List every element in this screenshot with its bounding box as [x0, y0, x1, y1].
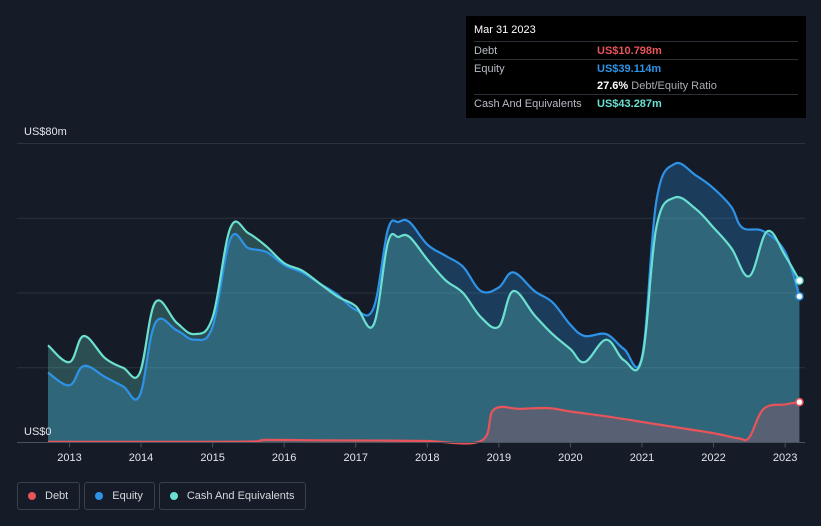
tooltip-label-debt: Debt: [474, 44, 498, 57]
legend-item-debt[interactable]: Debt: [17, 482, 81, 510]
cash-and-equivalents-endpoint[interactable]: [795, 276, 804, 285]
x-tick-label-2014: 2014: [129, 452, 153, 464]
equity-area: [48, 162, 800, 443]
x-tick-label-2018: 2018: [415, 452, 439, 464]
tooltip-date: Mar 31 2023: [474, 24, 536, 36]
y-axis-bottom-label: US$0: [24, 426, 52, 438]
tooltip-row-ratio: 27.6% Debt/Equity Ratio: [474, 77, 798, 94]
series-endpoints: [795, 276, 804, 407]
tooltip-row-debt: Debt US$10.798m: [474, 41, 798, 59]
legend-item-cash[interactable]: Cash And Equivalents: [158, 482, 307, 510]
series-areas: [48, 162, 800, 444]
tooltip-value-ratio: 27.6%: [597, 79, 629, 92]
x-tick-label-2016: 2016: [272, 452, 296, 464]
debt-area: [48, 402, 800, 444]
legend-item-equity[interactable]: Equity: [84, 482, 155, 510]
x-tick-label-2015: 2015: [200, 452, 224, 464]
tooltip-row-cash: Cash And Equivalents US$43.287m: [474, 94, 798, 112]
legend-label-cash: Cash And Equivalents: [186, 490, 295, 502]
tooltip-ratio-caption: Debt/Equity Ratio: [628, 79, 717, 92]
tooltip-label-cash: Cash And Equivalents: [474, 97, 582, 110]
tooltip-value-cash: US$43.287m: [597, 97, 662, 110]
x-tick-label-2021: 2021: [630, 452, 654, 464]
equity-endpoint[interactable]: [795, 292, 804, 301]
x-tick-label-2023: 2023: [773, 452, 797, 464]
cash-and-equivalents-line: [47, 195, 801, 379]
x-axis-ticks: 2013 2014 2015 2016 2017 2018 2019 2020 2021 2022…: [57, 442, 797, 464]
cash-and-equivalents-area: [48, 196, 800, 443]
tooltip-value-debt: US$10.798m: [597, 44, 662, 57]
legend-label-equity: Equity: [112, 490, 143, 502]
equity-line: [47, 161, 801, 401]
debt-dot-icon: [28, 492, 36, 500]
debt-endpoint[interactable]: [795, 397, 804, 407]
x-tick-label-2020: 2020: [558, 452, 582, 464]
tooltip-panel: Mar 31 2023 Debt US$10.798m Equity US$39…: [466, 16, 806, 118]
tooltip-label-equity: Equity: [474, 62, 505, 75]
tooltip-value-equity: US$39.114m: [597, 62, 662, 75]
tooltip-row-equity: Equity US$39.114m: [474, 59, 798, 77]
legend: Debt Equity Cash And Equivalents: [17, 482, 310, 510]
x-tick-label-2022: 2022: [701, 452, 725, 464]
x-tick-label-2017: 2017: [343, 452, 367, 464]
gridlines: [17, 143, 805, 369]
legend-label-debt: Debt: [45, 490, 69, 502]
series-lines: [47, 161, 801, 445]
debt-line: [47, 401, 800, 445]
cash-dot-icon: [169, 492, 178, 500]
y-axis-top-label: US$80m: [24, 126, 67, 138]
x-tick-label-2013: 2013: [57, 452, 81, 464]
equity-dot-icon: [95, 492, 104, 500]
x-tick-label-2019: 2019: [487, 452, 511, 464]
